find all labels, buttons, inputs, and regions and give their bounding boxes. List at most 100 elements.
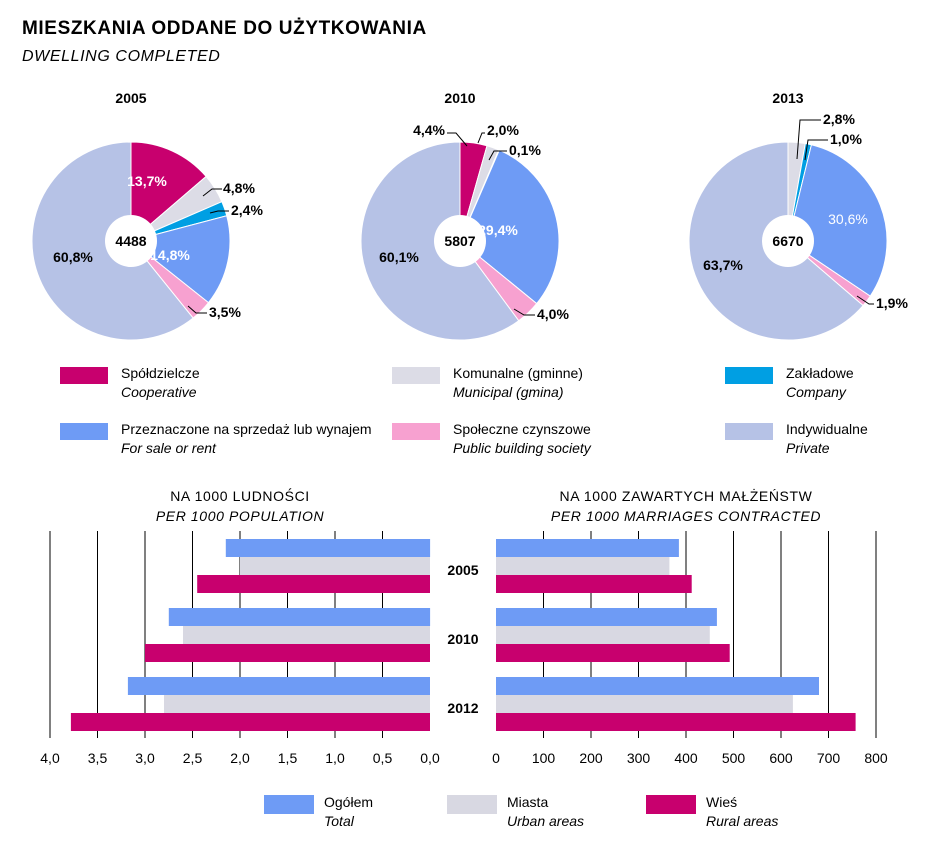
pie-center-total: 5807 (444, 233, 475, 249)
legend-label: Ogółem (324, 794, 373, 810)
x-tick-label: 600 (769, 750, 793, 766)
bar-chart-subtitle: PER 1000 MARRIAGES CONTRACTED (551, 508, 821, 524)
legend-swatch (392, 367, 440, 384)
bar-rural-2005 (197, 575, 430, 593)
pie-data-label: 4,4% (413, 122, 445, 138)
pie-slice-sale (787, 144, 888, 297)
bar-rural-2010 (145, 644, 430, 662)
bar-urban-2012 (496, 695, 793, 713)
bar-chart-subtitle: PER 1000 POPULATION (156, 508, 325, 524)
leader-line (447, 132, 468, 147)
leader-line (513, 308, 535, 316)
pie-title: 2013 (772, 90, 803, 106)
x-tick-label: 400 (674, 750, 698, 766)
leader-line (856, 295, 874, 305)
x-tick-label: 700 (817, 750, 841, 766)
leader-line (202, 188, 222, 197)
year-label: 2005 (447, 562, 478, 578)
legend-item-sale: Przeznaczone na sprzedaż lub wynajem For … (60, 421, 372, 456)
legend-swatch (264, 795, 314, 814)
pie-data-label: 63,7% (703, 257, 743, 273)
pie-data-label: 4,0% (537, 306, 569, 322)
leader-line (488, 150, 507, 161)
x-tick-label: 0 (492, 750, 500, 766)
leader-line (796, 119, 821, 160)
x-tick-label: 800 (864, 750, 888, 766)
pie-slice-cooperative (130, 141, 207, 243)
pie-center-hole (762, 215, 814, 267)
year-label: 2012 (447, 700, 478, 716)
legend-item-company: Zakładowe Company (725, 365, 854, 400)
pie-data-label: 2,8% (823, 111, 855, 127)
bar-chart-population: NA 1000 LUDNOŚCI PER 1000 POPULATION 4,0 3,… (40, 487, 440, 766)
pie-data-label: 2,0% (487, 122, 519, 138)
pie-data-label: 1,0% (830, 131, 862, 147)
pie-slice-sale (459, 149, 560, 305)
bar-total-2010 (168, 608, 431, 626)
bar-chart-title: NA 1000 LUDNOŚCI (170, 487, 310, 504)
legend-label: Spółdzielcze (121, 365, 200, 381)
bar-urban-2005 (240, 557, 430, 575)
bar-urban-2010 (183, 626, 430, 644)
legend-swatch (60, 367, 108, 384)
legend-label-en: Company (786, 384, 847, 400)
legend-item-rural: Wieś Rural areas (646, 794, 778, 829)
page-subtitle: DWELLING COMPLETED (22, 48, 221, 65)
bar-rural-2010 (496, 644, 730, 662)
leader-line (209, 210, 229, 214)
pie-data-label: 3,5% (209, 304, 241, 320)
legend-item-total: Ogółem Total (264, 794, 373, 829)
pie-data-label: 13,7% (127, 173, 167, 189)
bar-total-2012 (496, 677, 819, 695)
x-tick-label: 2,0 (230, 750, 250, 766)
legend-label: Przeznaczone na sprzedaż lub wynajem (121, 421, 372, 437)
legend-label-en: Municipal (gmina) (453, 384, 563, 400)
legend-label-en: Cooperative (121, 384, 197, 400)
legend-label: Miasta (507, 794, 548, 810)
legend-swatch (725, 367, 773, 384)
legend-label-en: For sale or rent (121, 440, 217, 456)
bar-rural-2012 (70, 713, 431, 731)
bar-total-2005 (225, 539, 431, 557)
bar-total-2005 (496, 539, 679, 557)
legend-swatch (392, 423, 440, 440)
pie-data-label: 2,4% (231, 202, 263, 218)
legend-label: Wieś (706, 794, 737, 810)
legend-label: Społeczne czynszowe (453, 421, 591, 437)
x-tick-label: 3,0 (135, 750, 155, 766)
leader-line (804, 139, 828, 161)
bar-urban-2012 (164, 695, 430, 713)
x-tick-label: 100 (532, 750, 556, 766)
x-tick-label: 3,5 (88, 750, 108, 766)
pie-title: 2010 (444, 90, 475, 106)
legend-label-en: Public building society (453, 440, 592, 456)
leader-line (187, 305, 207, 314)
leader-line (477, 132, 485, 144)
bar-total-2010 (496, 608, 717, 626)
pie-data-label: 1,9% (876, 295, 908, 311)
pie-title: 2005 (115, 90, 146, 106)
page-title: MIESZKANIA ODDANE DO UŻYTKOWANIA (22, 18, 427, 39)
bar-chart-marriages: NA 1000 ZAWARTYCH MAŁŻEŃSTW PER 1000 MARR… (492, 487, 888, 766)
pie-center-total: 4488 (115, 233, 146, 249)
pie-data-label: 60,1% (379, 249, 419, 265)
legend-swatch (725, 423, 773, 440)
pie-data-label: 29,4% (478, 222, 518, 238)
pie-data-label: 14,8% (150, 247, 190, 263)
pie-chart-2013: 2013 6670 2,8% 1,0% 30,6% 1,9% 63,7% (688, 90, 908, 341)
legend-label: Zakładowe (786, 365, 854, 381)
x-tick-label: 2,5 (183, 750, 203, 766)
legend-item-private: Indywidualne Private (725, 421, 868, 456)
x-tick-label: 300 (627, 750, 651, 766)
pie-center-hole (434, 215, 486, 267)
legend-label-en: Private (786, 440, 830, 456)
pie-chart-2010: 2010 5807 4,4% 2,0% 0,1% 29,4% 4,0% 60,1% (360, 90, 569, 341)
bar-rural-2012 (496, 713, 856, 731)
x-tick-label: 4,0 (40, 750, 60, 766)
legend-label: Indywidualne (786, 421, 868, 437)
x-tick-label: 0,5 (373, 750, 393, 766)
legend-label-en: Rural areas (706, 813, 778, 829)
legend-swatch (60, 423, 108, 440)
year-label: 2010 (447, 631, 478, 647)
